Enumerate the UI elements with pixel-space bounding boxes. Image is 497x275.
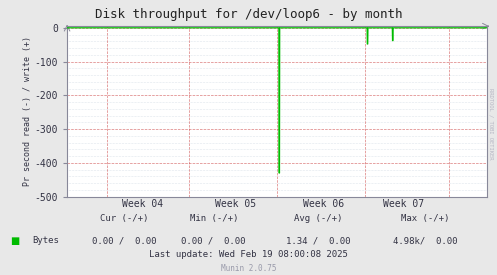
Text: 4.98k/  0.00: 4.98k/ 0.00 bbox=[393, 236, 457, 245]
Y-axis label: Pr second read (-) / write (+): Pr second read (-) / write (+) bbox=[23, 36, 32, 186]
Text: Max (-/+): Max (-/+) bbox=[401, 214, 449, 223]
Text: RRDTOOL / TOBI OETIKER: RRDTOOL / TOBI OETIKER bbox=[489, 88, 494, 160]
Text: Avg (-/+): Avg (-/+) bbox=[294, 214, 342, 223]
Text: 1.34 /  0.00: 1.34 / 0.00 bbox=[286, 236, 350, 245]
Text: Bytes: Bytes bbox=[32, 236, 59, 245]
Text: Munin 2.0.75: Munin 2.0.75 bbox=[221, 264, 276, 273]
Text: Last update: Wed Feb 19 08:00:08 2025: Last update: Wed Feb 19 08:00:08 2025 bbox=[149, 250, 348, 259]
Text: Week 04: Week 04 bbox=[122, 199, 163, 209]
Text: ■: ■ bbox=[10, 236, 19, 246]
Text: Disk throughput for /dev/loop6 - by month: Disk throughput for /dev/loop6 - by mont… bbox=[95, 8, 402, 21]
Text: 0.00 /  0.00: 0.00 / 0.00 bbox=[181, 236, 246, 245]
Text: Week 05: Week 05 bbox=[215, 199, 255, 209]
Text: Week 06: Week 06 bbox=[303, 199, 344, 209]
Text: 0.00 /  0.00: 0.00 / 0.00 bbox=[92, 236, 157, 245]
Text: Cur (-/+): Cur (-/+) bbox=[100, 214, 149, 223]
Text: Min (-/+): Min (-/+) bbox=[189, 214, 238, 223]
Text: Week 07: Week 07 bbox=[383, 199, 423, 209]
